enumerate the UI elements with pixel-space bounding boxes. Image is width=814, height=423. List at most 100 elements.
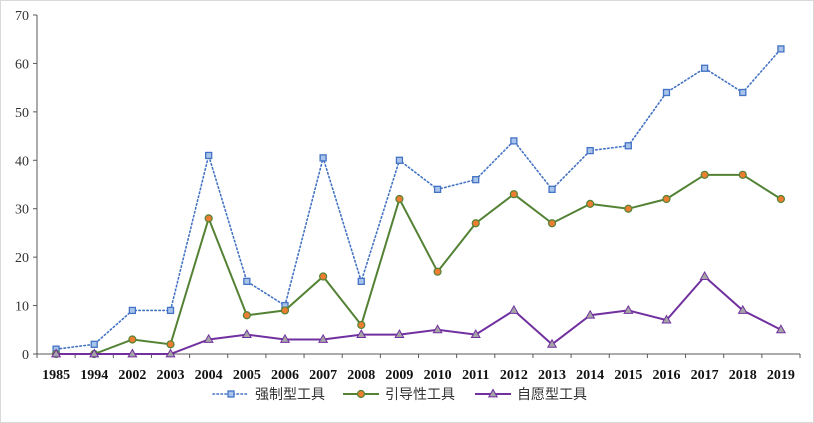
legend: 强制型工具 引导性工具 自愿型工具 (212, 387, 587, 403)
x-tick-label: 2019 (767, 368, 795, 383)
y-tick-label: 30 (15, 203, 29, 218)
data-point (624, 204, 633, 213)
x-tick-label: 2008 (347, 368, 375, 383)
y-tick-label: 20 (15, 251, 29, 266)
series-line (55, 48, 782, 350)
data-point (89, 348, 100, 358)
data-point (470, 329, 481, 339)
data-point (394, 329, 405, 339)
x-tick-label: 2017 (691, 368, 719, 383)
data-point (586, 146, 594, 155)
data-point (737, 304, 748, 314)
data-point (661, 314, 672, 324)
data-point (776, 194, 786, 204)
x-tick-label: 2016 (652, 368, 680, 383)
data-point (662, 88, 671, 97)
data-point (433, 185, 442, 193)
legend-label: 引导性工具 (385, 387, 455, 403)
data-point (624, 142, 632, 150)
data-point (203, 333, 214, 343)
y-tick-label: 50 (15, 106, 29, 121)
data-point (357, 277, 365, 286)
legend-item-2: 引导性工具 (343, 387, 455, 403)
data-point (166, 340, 175, 349)
data-point (775, 324, 787, 334)
y-tick-label: 0 (22, 348, 29, 363)
series-2 (51, 170, 786, 359)
data-point (739, 88, 747, 97)
data-point (395, 194, 404, 204)
data-point (623, 304, 634, 314)
x-tick-label: 1994 (80, 368, 108, 383)
data-point (166, 306, 175, 315)
data-point (319, 154, 327, 162)
data-point (586, 199, 595, 208)
y-tick-label: 10 (15, 300, 29, 315)
legend-label: 自愿型工具 (517, 387, 587, 403)
legend-item-3: 自愿型工具 (475, 387, 587, 403)
data-point (90, 340, 98, 348)
x-tick-label: 2007 (309, 368, 337, 383)
x-tick-label: 2014 (576, 368, 604, 383)
legend-label: 强制型工具 (255, 387, 325, 403)
data-point (547, 219, 557, 228)
data-point (356, 329, 367, 339)
axes: 0 10 20 30 40 50 60 70 1985 1994 2002 2003 2004 2005 2… (15, 9, 801, 383)
data-point (585, 309, 596, 319)
data-point (546, 338, 558, 348)
data-point (472, 176, 480, 184)
data-point (128, 306, 137, 315)
data-point (242, 311, 251, 320)
data-point (700, 64, 709, 72)
series-line (56, 275, 782, 355)
data-point (395, 156, 404, 164)
x-tick-label: 2002 (118, 368, 146, 383)
x-tick-label: 2013 (538, 368, 566, 383)
data-point (279, 333, 291, 343)
y-tick-label: 70 (15, 9, 29, 24)
series-3 (50, 270, 787, 358)
legend-marker (356, 389, 366, 399)
x-tick-label: 1985 (42, 368, 70, 383)
data-point (204, 214, 213, 223)
y-tick-label: 60 (15, 57, 29, 72)
data-point (777, 45, 785, 53)
series-line (56, 173, 782, 355)
data-point (241, 329, 252, 339)
data-point (357, 320, 366, 330)
data-point (205, 151, 213, 160)
x-tick-label: 2005 (233, 368, 261, 383)
data-point (243, 277, 251, 286)
x-tick-label: 2011 (462, 368, 489, 383)
data-point (471, 219, 480, 228)
series-layer (50, 45, 787, 359)
data-point (319, 272, 328, 281)
data-point (50, 348, 62, 358)
data-point (700, 170, 709, 179)
data-point (280, 306, 290, 315)
legend-item-1: 强制型工具 (212, 387, 325, 403)
x-tick-label: 2010 (424, 368, 452, 383)
x-tick-label: 2015 (614, 368, 642, 383)
x-tick-label: 2012 (500, 368, 528, 383)
data-point (433, 267, 442, 276)
data-point (318, 333, 329, 343)
data-point (510, 137, 518, 145)
data-point (508, 304, 519, 314)
data-point (548, 185, 556, 193)
x-tick-label: 2009 (385, 368, 413, 383)
y-tick-label: 40 (15, 154, 29, 169)
series-1 (52, 45, 785, 353)
data-point (432, 324, 443, 334)
data-point (165, 348, 176, 358)
x-tick-label: 2006 (271, 368, 299, 383)
data-point (128, 335, 137, 344)
x-tick-label: 2003 (157, 368, 185, 383)
x-tick-label: 2018 (729, 368, 757, 383)
data-point (699, 270, 710, 280)
data-point (509, 190, 518, 199)
data-point (662, 194, 671, 204)
data-point (738, 170, 747, 179)
